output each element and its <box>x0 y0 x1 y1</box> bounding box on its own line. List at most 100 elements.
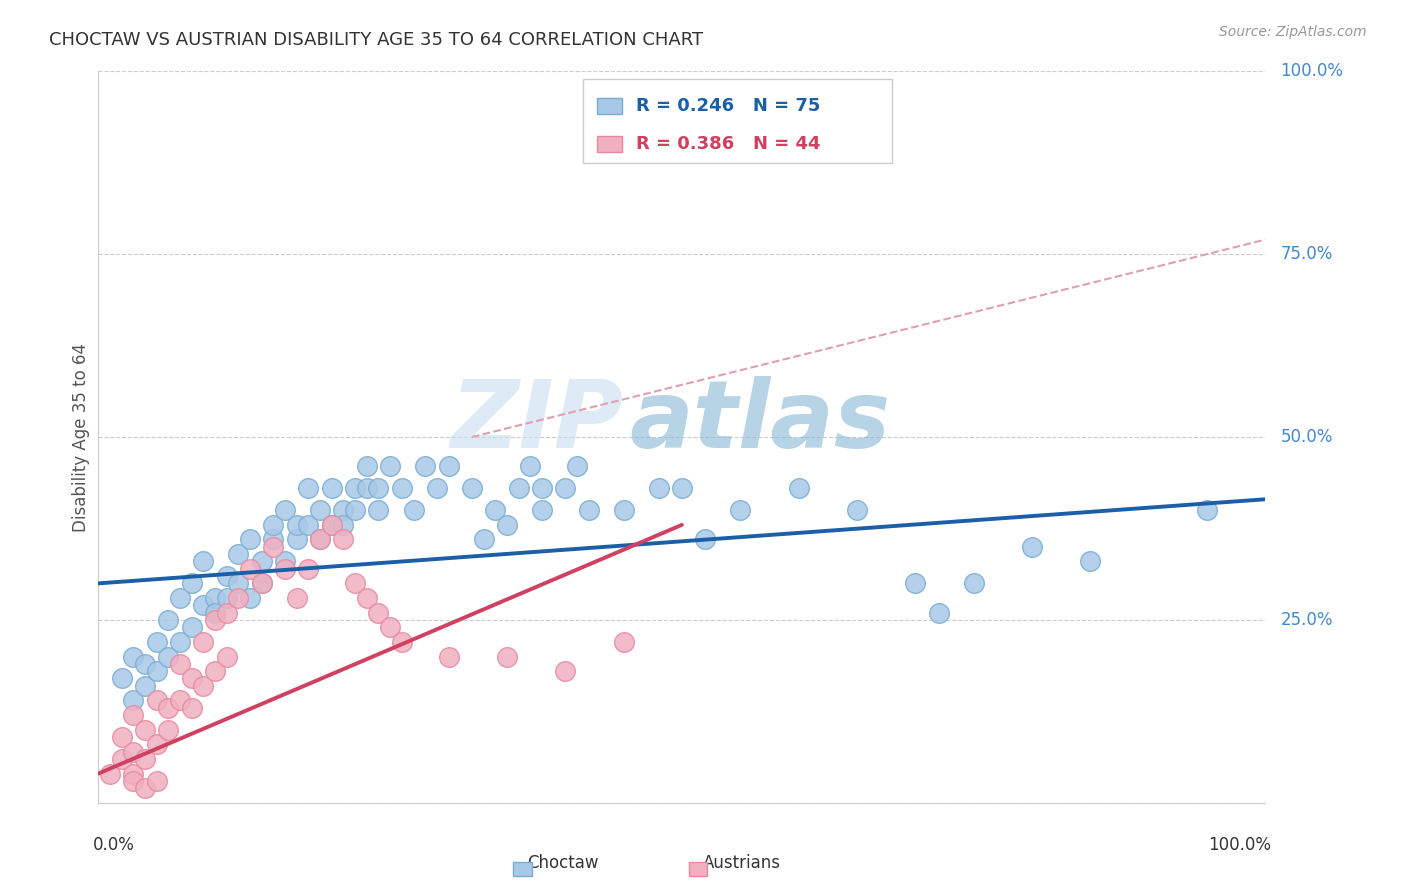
Point <box>730 503 752 517</box>
Text: 100.0%: 100.0% <box>1208 836 1271 854</box>
Point <box>613 503 636 517</box>
Point <box>321 517 343 532</box>
Point <box>262 540 284 554</box>
Point <box>1021 540 1043 554</box>
Point <box>309 503 332 517</box>
Point <box>262 517 284 532</box>
Point <box>193 679 215 693</box>
Point <box>169 635 191 649</box>
Text: 50.0%: 50.0% <box>1281 428 1333 446</box>
Point <box>239 562 262 576</box>
Point <box>98 766 121 780</box>
Point <box>157 700 180 714</box>
Point <box>134 752 156 766</box>
Text: atlas: atlas <box>630 376 890 468</box>
Point <box>356 591 378 605</box>
Point <box>332 533 354 547</box>
FancyBboxPatch shape <box>596 136 623 153</box>
Point <box>146 664 169 678</box>
Point <box>344 576 367 591</box>
Point <box>122 649 145 664</box>
Point <box>461 481 484 495</box>
Point <box>367 606 389 620</box>
Point <box>356 459 378 474</box>
Point <box>578 503 600 517</box>
Text: R = 0.246   N = 75: R = 0.246 N = 75 <box>637 96 821 114</box>
Point <box>426 481 449 495</box>
Point <box>122 766 145 780</box>
Point <box>157 723 180 737</box>
Point <box>180 620 202 634</box>
Text: R = 0.386   N = 44: R = 0.386 N = 44 <box>637 136 821 153</box>
Point <box>146 773 169 788</box>
Point <box>111 672 134 686</box>
Point <box>1195 503 1218 517</box>
Point <box>356 481 378 495</box>
Point <box>146 737 169 751</box>
Point <box>134 723 156 737</box>
Point <box>193 599 215 613</box>
Point <box>297 481 319 495</box>
Point <box>484 503 506 517</box>
Text: 100.0%: 100.0% <box>1281 62 1344 80</box>
Point <box>134 657 156 671</box>
Point <box>169 693 191 707</box>
Point <box>122 773 145 788</box>
Point <box>122 693 145 707</box>
Point <box>157 649 180 664</box>
Text: CHOCTAW VS AUSTRIAN DISABILITY AGE 35 TO 64 CORRELATION CHART: CHOCTAW VS AUSTRIAN DISABILITY AGE 35 TO… <box>49 31 703 49</box>
Point <box>111 730 134 744</box>
Point <box>146 693 169 707</box>
Point <box>554 664 576 678</box>
Point <box>402 503 425 517</box>
Point <box>193 554 215 568</box>
Point <box>193 635 215 649</box>
Point <box>134 781 156 796</box>
Point <box>262 533 284 547</box>
Point <box>904 576 927 591</box>
Point <box>787 481 810 495</box>
Point <box>309 533 332 547</box>
Point <box>274 554 297 568</box>
Point <box>332 517 354 532</box>
Point <box>367 481 389 495</box>
Point <box>297 562 319 576</box>
Point <box>380 459 402 474</box>
Text: Choctaw: Choctaw <box>527 854 599 871</box>
FancyBboxPatch shape <box>596 97 623 113</box>
Point <box>846 503 869 517</box>
Point <box>344 503 367 517</box>
Point <box>239 533 262 547</box>
Point <box>391 635 413 649</box>
Point <box>239 591 262 605</box>
Point <box>228 547 250 561</box>
Point <box>554 481 576 495</box>
Point <box>122 708 145 723</box>
Point <box>297 517 319 532</box>
Point <box>274 503 297 517</box>
Point <box>321 481 343 495</box>
Point <box>180 576 202 591</box>
Point <box>391 481 413 495</box>
Point <box>204 591 226 605</box>
Text: ZIP: ZIP <box>451 376 624 468</box>
Point <box>519 459 541 474</box>
Point <box>146 635 169 649</box>
Point <box>134 679 156 693</box>
Point <box>250 576 273 591</box>
Point <box>180 700 202 714</box>
Point <box>309 533 332 547</box>
Point <box>169 657 191 671</box>
Point <box>215 591 238 605</box>
Point <box>613 635 636 649</box>
Point <box>215 606 238 620</box>
Text: 75.0%: 75.0% <box>1281 245 1333 263</box>
Point <box>122 745 145 759</box>
FancyBboxPatch shape <box>582 78 891 163</box>
Point <box>962 576 984 591</box>
Point <box>367 503 389 517</box>
Point <box>647 481 669 495</box>
Point <box>565 459 588 474</box>
Point <box>928 606 950 620</box>
Point <box>204 606 226 620</box>
